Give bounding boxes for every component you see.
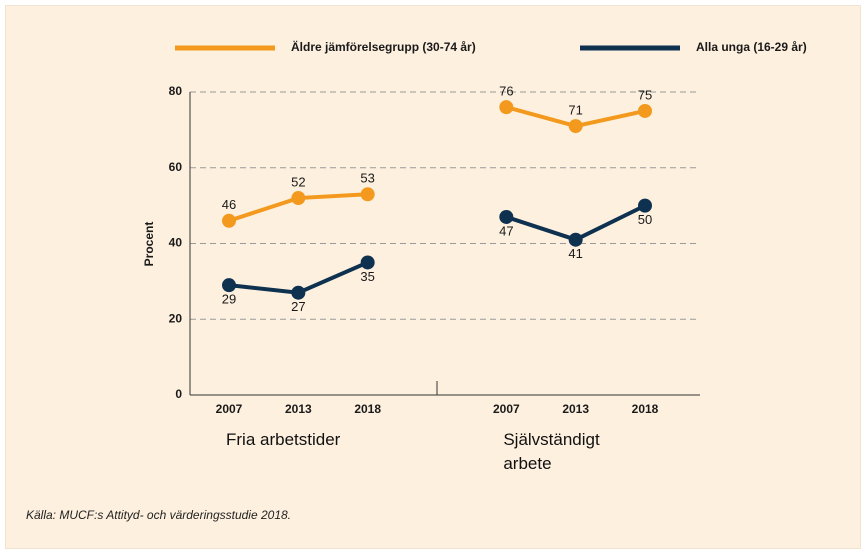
data-label: 50: [638, 212, 652, 227]
point: [568, 119, 583, 134]
x-tick-label: 2007: [493, 402, 520, 416]
data-label: 35: [360, 269, 374, 284]
y-tick-label: 60: [169, 160, 183, 174]
data-label: 27: [291, 299, 305, 314]
y-tick-label: 0: [175, 387, 182, 401]
point: [638, 198, 652, 213]
x-tick-label: 2013: [562, 402, 589, 416]
y-axis-label: Procent: [142, 222, 156, 267]
x-tick-label: 2018: [632, 402, 659, 416]
series-line: [228, 105, 646, 223]
y-tick-label: 40: [169, 236, 183, 250]
point: [360, 187, 375, 202]
point: [499, 209, 514, 224]
data-label: 46: [222, 197, 236, 212]
point: [568, 232, 583, 247]
x-tick-label: 2013: [285, 402, 312, 416]
source: Källa: MUCF:s Attityd- och värderingsstu…: [26, 508, 292, 522]
y-tick-label: 80: [169, 84, 183, 98]
data-label: 53: [360, 171, 374, 186]
panel: [5, 5, 861, 549]
legend-label: Alla unga (16-29 år): [696, 40, 807, 54]
point: [291, 191, 306, 206]
data-label: 52: [291, 174, 305, 189]
data-label: 76: [499, 84, 513, 99]
point: [222, 278, 236, 293]
data-label: 47: [499, 223, 513, 238]
data-label: 75: [638, 87, 652, 102]
group-label: Fria arbetstider: [226, 430, 341, 449]
point: [360, 255, 375, 270]
point: [638, 103, 652, 118]
data-label: 71: [568, 103, 582, 118]
x-tick-label: 2007: [216, 402, 243, 416]
data-label: 41: [568, 246, 582, 261]
point: [499, 100, 514, 115]
group-label: Självständigt arbete: [503, 430, 600, 473]
y-tick-label: 20: [169, 311, 183, 325]
data-label: 29: [222, 292, 236, 307]
legend-label: Äldre jämförelsegrupp (30-74 år): [291, 39, 476, 54]
point: [291, 285, 306, 300]
point: [222, 213, 236, 228]
x-tick-label: 2018: [354, 402, 381, 416]
